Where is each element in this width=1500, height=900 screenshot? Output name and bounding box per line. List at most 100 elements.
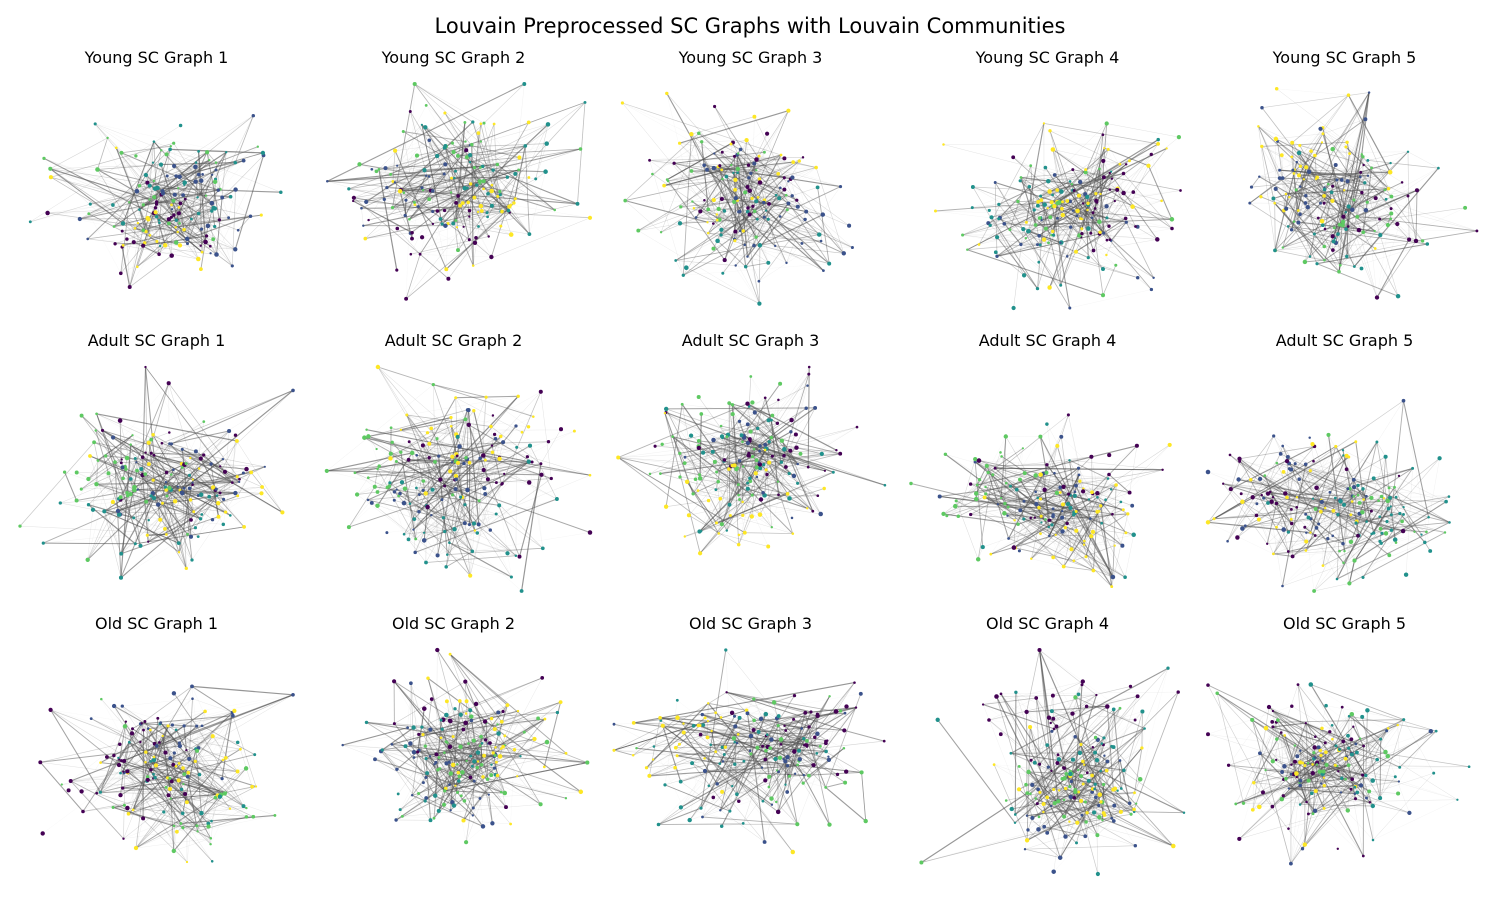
graph-edge bbox=[147, 454, 205, 542]
graph-node bbox=[508, 232, 514, 237]
graph-edge bbox=[1031, 558, 1064, 567]
graph-node bbox=[738, 498, 742, 501]
graph-node bbox=[417, 509, 421, 514]
graph-edge bbox=[1008, 499, 1106, 508]
graph-edge bbox=[724, 407, 807, 461]
graph-edge bbox=[702, 437, 723, 453]
graph-edge bbox=[389, 457, 467, 484]
graph-node bbox=[18, 524, 22, 528]
graph-node bbox=[468, 573, 473, 578]
graph-node bbox=[420, 123, 423, 126]
graph-node bbox=[816, 232, 822, 237]
graph-edge bbox=[390, 453, 453, 496]
graph-edge bbox=[418, 511, 478, 534]
graph-node bbox=[756, 196, 760, 199]
graph-node bbox=[433, 459, 437, 464]
graph-edge bbox=[356, 494, 416, 540]
panel-title: Young SC Graph 1 bbox=[84, 48, 229, 67]
graph-node bbox=[1290, 155, 1294, 159]
graph-edge bbox=[425, 395, 519, 494]
graph-node bbox=[118, 271, 123, 276]
graph-node bbox=[1297, 173, 1301, 178]
graph-edge bbox=[1035, 491, 1050, 536]
graph-edge bbox=[1049, 492, 1130, 521]
graph-node bbox=[520, 430, 524, 434]
graph-edge bbox=[1052, 149, 1120, 165]
graph-edge bbox=[136, 141, 155, 192]
graph-node bbox=[177, 174, 182, 180]
graph-edge bbox=[1004, 436, 1007, 504]
graph-edge bbox=[365, 206, 510, 240]
graph-node bbox=[526, 459, 531, 464]
graph-edge bbox=[120, 202, 130, 274]
graph-panel: Young SC Graph 5 bbox=[1196, 44, 1493, 327]
graph-edge bbox=[88, 434, 133, 480]
graph-edge bbox=[1340, 218, 1391, 266]
graph-edge bbox=[1088, 165, 1149, 204]
graph-node bbox=[526, 120, 531, 125]
graph-edge bbox=[720, 397, 766, 427]
graph-edge bbox=[778, 385, 808, 495]
graph-node bbox=[406, 537, 411, 542]
graph-node bbox=[180, 466, 184, 469]
graph-edge bbox=[1346, 142, 1351, 154]
graph-node bbox=[168, 431, 171, 434]
graph-edge bbox=[750, 399, 779, 432]
graph-node bbox=[814, 165, 818, 170]
graph-edge bbox=[455, 124, 549, 172]
graph-node bbox=[167, 485, 172, 491]
graph-edge bbox=[732, 465, 808, 509]
graph-edge bbox=[216, 481, 240, 490]
graph-node bbox=[454, 396, 458, 400]
graph-node bbox=[212, 179, 218, 184]
graph-node bbox=[455, 454, 459, 458]
graph-node bbox=[1039, 198, 1044, 203]
graph-node bbox=[443, 144, 448, 148]
graph-node bbox=[977, 243, 981, 246]
graph-node bbox=[442, 172, 446, 176]
graph-edge bbox=[786, 211, 807, 263]
graph-node bbox=[733, 239, 737, 243]
graph-node bbox=[1360, 153, 1364, 156]
graph-node bbox=[779, 460, 784, 464]
graph-node bbox=[678, 475, 682, 479]
graph-edge bbox=[1020, 244, 1138, 279]
graph-edge bbox=[501, 391, 542, 485]
graph-edge bbox=[956, 500, 1019, 525]
graph-edge bbox=[419, 409, 468, 495]
graph-node bbox=[347, 187, 351, 191]
graph-edge bbox=[137, 489, 201, 520]
graph-node bbox=[743, 264, 748, 269]
graph-node bbox=[796, 481, 800, 485]
graph-edge bbox=[426, 505, 475, 524]
graph-edge bbox=[176, 178, 216, 221]
graph-node bbox=[453, 473, 459, 479]
graph-edge bbox=[721, 385, 808, 437]
graph-node bbox=[733, 187, 738, 192]
graph-edge bbox=[731, 164, 785, 178]
graph-edge bbox=[1018, 474, 1080, 525]
graph-node bbox=[211, 173, 214, 176]
panel-title: Adult SC Graph 2 bbox=[384, 331, 523, 350]
graph-node bbox=[850, 245, 854, 250]
graph-edge bbox=[737, 453, 822, 469]
graph-edge bbox=[1343, 195, 1409, 217]
graph-node bbox=[734, 264, 737, 267]
graph-edge bbox=[43, 542, 136, 545]
graph-node bbox=[367, 218, 370, 222]
graph-edge bbox=[81, 415, 193, 485]
node-group bbox=[1248, 87, 1479, 300]
graph-edge bbox=[1274, 241, 1334, 251]
graph-edge bbox=[378, 124, 423, 170]
graph-node bbox=[217, 218, 221, 222]
graph-node bbox=[158, 517, 163, 522]
graph-edge bbox=[112, 501, 180, 553]
graph-node bbox=[587, 530, 593, 535]
graph-edge bbox=[698, 423, 778, 449]
graph-edge bbox=[437, 454, 457, 556]
graph-node bbox=[1374, 295, 1380, 300]
graph-edge bbox=[478, 203, 578, 227]
graph-node bbox=[454, 169, 457, 173]
graph-edge bbox=[97, 435, 133, 461]
graph-edge bbox=[1049, 130, 1081, 219]
